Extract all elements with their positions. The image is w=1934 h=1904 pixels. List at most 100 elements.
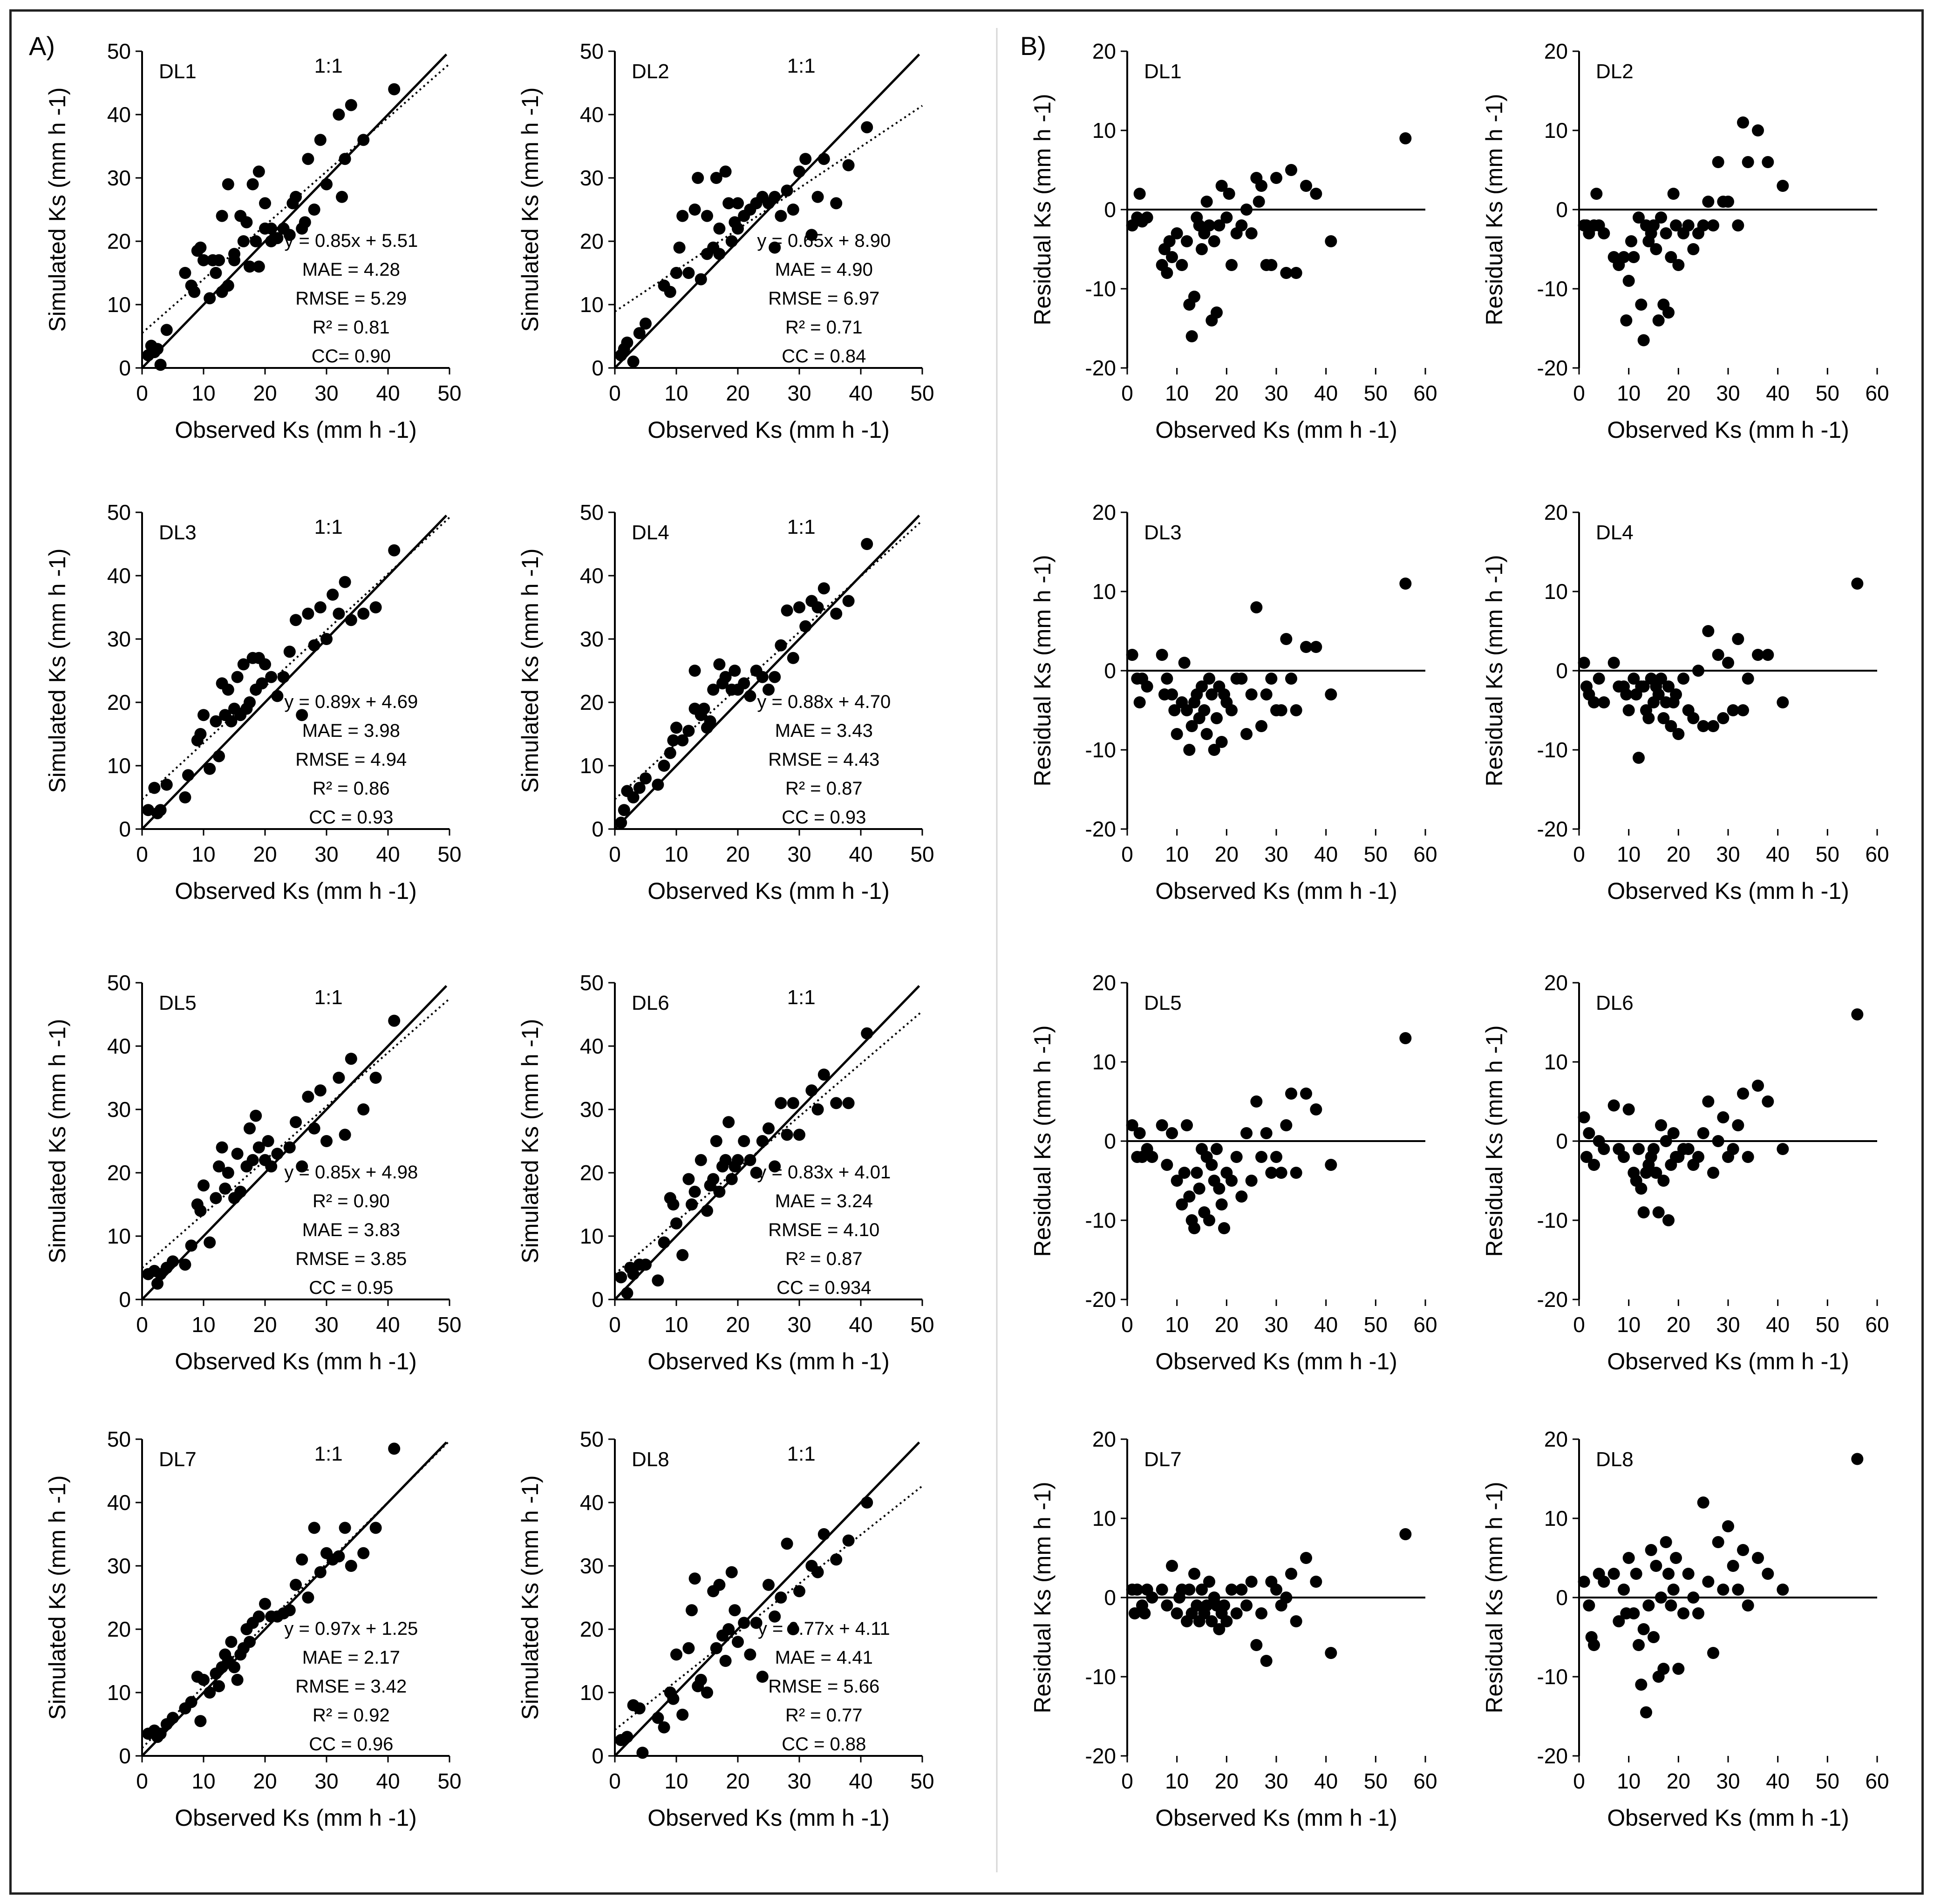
y-tick-label: 40 [107,1034,131,1058]
y-tick-label: 10 [1092,1050,1116,1074]
y-tick-label: -10 [1537,277,1568,301]
y-axis-label: Residual Ks (mm h -1) [1481,94,1507,325]
data-point [722,1116,735,1129]
data-point [259,658,271,671]
data-point [707,1173,720,1185]
data-point [732,222,744,235]
data-point [1588,1159,1600,1171]
panel-label: DL4 [1596,521,1634,544]
data-point [213,254,225,266]
x-tick-label: 40 [849,1769,872,1793]
y-tick-label: 10 [1544,118,1568,143]
data-point [1607,657,1620,669]
y-tick-label: 20 [1544,39,1568,63]
data-point [320,633,333,645]
data-point [1732,219,1744,231]
data-point [1260,688,1273,700]
y-tick-label: 20 [1544,500,1568,524]
data-point [1762,1568,1774,1580]
data-point [1628,251,1640,263]
data-point [320,178,333,190]
figure-frame [9,9,1924,1895]
data-point [314,134,327,146]
x-tick-label: 30 [787,1312,811,1337]
data-point [1218,1599,1230,1612]
data-point [1722,657,1734,669]
data-point [830,607,843,620]
data-point [725,235,738,247]
data-point [1290,267,1302,279]
y-axis-label: Residual Ks (mm h -1) [1029,1025,1056,1257]
data-point [1240,1599,1253,1612]
x-tick-label: 50 [437,1312,461,1337]
data-point [799,153,812,165]
data-point [1620,688,1633,700]
data-point [1742,156,1754,168]
data-point [216,1141,228,1154]
data-point [1633,211,1645,224]
x-tick-label: 20 [1667,1312,1690,1337]
data-point [698,702,710,715]
data-point [1265,1167,1278,1179]
data-point [234,1185,247,1198]
stat-text: CC = 0.84 [782,346,866,367]
data-point [1280,267,1293,279]
x-tick-label: 20 [726,1312,749,1337]
x-tick-label: 0 [136,842,148,866]
data-point [1620,314,1633,326]
x-tick-label: 10 [664,1769,688,1793]
data-point [179,791,191,803]
data-point [197,709,210,721]
data-point [682,1642,695,1654]
data-point [339,1522,351,1534]
data-point [283,1141,296,1154]
data-point [633,782,646,794]
y-tick-label: 30 [580,166,604,190]
data-point [710,1642,722,1654]
data-point [231,1148,244,1160]
chart-b-dl4: 0 10 20 30 40 50 60 -20 -10 0 10 20 Observed Ks (mm … [1481,500,1889,904]
x-tick-label: 30 [1716,1769,1740,1793]
data-point [339,1129,351,1141]
data-point [1161,1159,1173,1171]
x-tick-label: 10 [1617,1769,1641,1793]
stat-text: R² = 0.81 [313,317,390,338]
stat-text: RMSE = 3.85 [295,1249,407,1269]
x-tick-label: 10 [1165,1769,1189,1793]
x-tick-label: 60 [1865,1312,1889,1337]
data-point [636,1747,649,1759]
data-point [237,658,250,671]
y-tick-label: -10 [1537,1665,1568,1689]
data-point [1200,1599,1213,1612]
y-axis-label: Simulated Ks (mm h -1) [517,1019,543,1263]
x-tick-label: 10 [1617,842,1641,866]
data-point [1310,1576,1322,1588]
data-point [1245,227,1258,239]
data-point [1752,124,1764,136]
data-point [1697,1127,1709,1139]
data-point [811,190,824,203]
data-point [1655,211,1667,224]
data-point [1171,728,1183,740]
data-point [667,1198,680,1210]
data-point [1672,259,1685,271]
y-axis-label: Residual Ks (mm h -1) [1029,1482,1056,1713]
data-point [1166,1560,1178,1572]
panel-label: DL8 [632,1448,669,1471]
data-point [210,267,222,279]
data-point [787,204,799,216]
panel-label: DL4 [632,521,669,544]
data-point [1851,1453,1864,1465]
stat-text: RMSE = 5.29 [295,288,407,309]
stat-text: R² = 0.86 [313,778,390,799]
x-tick-label: 40 [376,842,400,866]
data-point [1230,1607,1243,1619]
y-tick-label: 40 [580,1490,604,1515]
stat-text: MAE = 4.28 [302,259,400,280]
x-tick-label: 10 [1165,842,1189,866]
data-point [1650,1560,1662,1572]
data-point [682,267,695,279]
x-tick-label: 10 [1617,381,1641,405]
data-point [1722,196,1734,208]
data-point [185,1239,197,1252]
